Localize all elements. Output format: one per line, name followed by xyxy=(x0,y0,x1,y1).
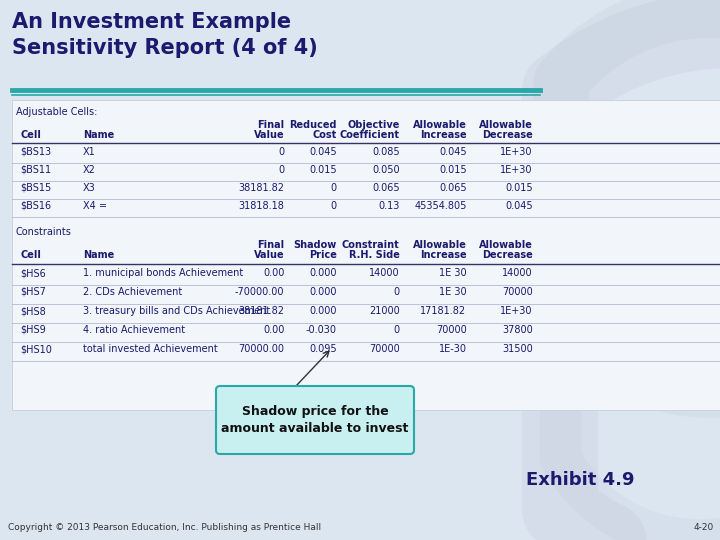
Text: total invested Achievement: total invested Achievement xyxy=(83,344,217,354)
Text: 0.045: 0.045 xyxy=(310,147,337,157)
Text: An Investment Example
Sensitivity Report (4 of 4): An Investment Example Sensitivity Report… xyxy=(12,12,318,58)
Text: Copyright © 2013 Pearson Education, Inc. Publishing as Prentice Hall: Copyright © 2013 Pearson Education, Inc.… xyxy=(8,523,321,532)
Text: Name: Name xyxy=(83,250,114,260)
Text: 0.000: 0.000 xyxy=(310,268,337,278)
Text: Shadow price for the
amount available to invest: Shadow price for the amount available to… xyxy=(221,404,409,435)
Text: 0.095: 0.095 xyxy=(310,344,337,354)
Text: Price: Price xyxy=(309,250,337,260)
Text: 0: 0 xyxy=(393,325,400,335)
Text: Adjustable Cells:: Adjustable Cells: xyxy=(16,107,97,117)
Text: Exhibit 4.9: Exhibit 4.9 xyxy=(526,471,634,489)
Text: 70000: 70000 xyxy=(369,344,400,354)
Text: 4. ratio Achievement: 4. ratio Achievement xyxy=(83,325,185,335)
Text: 45354.805: 45354.805 xyxy=(414,201,467,211)
Text: 0.065: 0.065 xyxy=(439,183,467,193)
Text: 0: 0 xyxy=(393,287,400,297)
Text: Constraint: Constraint xyxy=(342,240,400,250)
Text: Allowable: Allowable xyxy=(413,120,467,130)
Text: 70000.00: 70000.00 xyxy=(238,344,284,354)
Text: X1: X1 xyxy=(83,147,96,157)
Text: 14000: 14000 xyxy=(502,268,533,278)
Text: -70000.00: -70000.00 xyxy=(235,287,284,297)
Text: 0: 0 xyxy=(330,183,337,193)
Text: Allowable: Allowable xyxy=(479,240,533,250)
Text: Decrease: Decrease xyxy=(482,250,533,260)
Text: 1E-30: 1E-30 xyxy=(438,344,467,354)
Text: $HS8: $HS8 xyxy=(20,306,46,316)
Text: 0.050: 0.050 xyxy=(372,165,400,175)
Text: Increase: Increase xyxy=(420,130,467,140)
Text: 0: 0 xyxy=(330,201,337,211)
Text: Reduced: Reduced xyxy=(289,120,337,130)
Text: Final: Final xyxy=(257,240,284,250)
Text: 14000: 14000 xyxy=(369,268,400,278)
Text: 0.13: 0.13 xyxy=(378,201,400,211)
Text: $BS16: $BS16 xyxy=(20,201,51,211)
Text: Decrease: Decrease xyxy=(482,130,533,140)
Text: Allowable: Allowable xyxy=(413,240,467,250)
Text: R.H. Side: R.H. Side xyxy=(348,250,400,260)
Text: $BS11: $BS11 xyxy=(20,165,51,175)
Text: 2. CDs Achievement: 2. CDs Achievement xyxy=(83,287,182,297)
FancyBboxPatch shape xyxy=(12,100,720,410)
Text: 31818.18: 31818.18 xyxy=(238,201,284,211)
Text: Coefficient: Coefficient xyxy=(340,130,400,140)
Text: Allowable: Allowable xyxy=(479,120,533,130)
Text: 38181.82: 38181.82 xyxy=(238,306,284,316)
Text: 70000: 70000 xyxy=(502,287,533,297)
Text: 0.015: 0.015 xyxy=(310,165,337,175)
Text: Constraints: Constraints xyxy=(16,227,72,237)
Text: 1E+30: 1E+30 xyxy=(500,306,533,316)
Text: 21000: 21000 xyxy=(369,306,400,316)
Text: X2: X2 xyxy=(83,165,96,175)
Text: Value: Value xyxy=(253,250,284,260)
Text: $BS15: $BS15 xyxy=(20,183,51,193)
Text: $HS9: $HS9 xyxy=(20,325,46,335)
Text: 0: 0 xyxy=(278,147,284,157)
Text: $HS10: $HS10 xyxy=(20,344,52,354)
Text: 31500: 31500 xyxy=(502,344,533,354)
Text: 0.085: 0.085 xyxy=(372,147,400,157)
Text: Shadow: Shadow xyxy=(294,240,337,250)
Text: Cost: Cost xyxy=(312,130,337,140)
Text: 1E+30: 1E+30 xyxy=(500,147,533,157)
Text: Name: Name xyxy=(83,130,114,140)
Text: $HS6: $HS6 xyxy=(20,268,46,278)
Text: X3: X3 xyxy=(83,183,96,193)
Text: 1. municipal bonds Achievement: 1. municipal bonds Achievement xyxy=(83,268,243,278)
Text: 37800: 37800 xyxy=(502,325,533,335)
Text: 17181.82: 17181.82 xyxy=(420,306,467,316)
Text: 70000: 70000 xyxy=(436,325,467,335)
Text: 0.015: 0.015 xyxy=(439,165,467,175)
Text: 1E 30: 1E 30 xyxy=(439,287,467,297)
Text: 4-20: 4-20 xyxy=(694,523,714,532)
Text: Objective: Objective xyxy=(347,120,400,130)
Text: 3. treasury bills and CDs Achievement: 3. treasury bills and CDs Achievement xyxy=(83,306,270,316)
Text: 0.045: 0.045 xyxy=(439,147,467,157)
FancyBboxPatch shape xyxy=(216,386,414,454)
Text: 1E 30: 1E 30 xyxy=(439,268,467,278)
Text: 0.065: 0.065 xyxy=(372,183,400,193)
Text: Cell: Cell xyxy=(20,250,41,260)
Text: 0.00: 0.00 xyxy=(263,268,284,278)
Text: Final: Final xyxy=(257,120,284,130)
Text: 0.00: 0.00 xyxy=(263,325,284,335)
Text: 0.000: 0.000 xyxy=(310,287,337,297)
Text: 0.015: 0.015 xyxy=(505,183,533,193)
Text: Cell: Cell xyxy=(20,130,41,140)
Text: $HS7: $HS7 xyxy=(20,287,46,297)
Text: $BS13: $BS13 xyxy=(20,147,51,157)
Text: Increase: Increase xyxy=(420,250,467,260)
Text: 0.045: 0.045 xyxy=(505,201,533,211)
Text: X4 =: X4 = xyxy=(83,201,107,211)
Text: 0: 0 xyxy=(278,165,284,175)
Text: 1E+30: 1E+30 xyxy=(500,165,533,175)
Text: 38181.82: 38181.82 xyxy=(238,183,284,193)
Text: -0.030: -0.030 xyxy=(306,325,337,335)
Text: Value: Value xyxy=(253,130,284,140)
Text: 0.000: 0.000 xyxy=(310,306,337,316)
